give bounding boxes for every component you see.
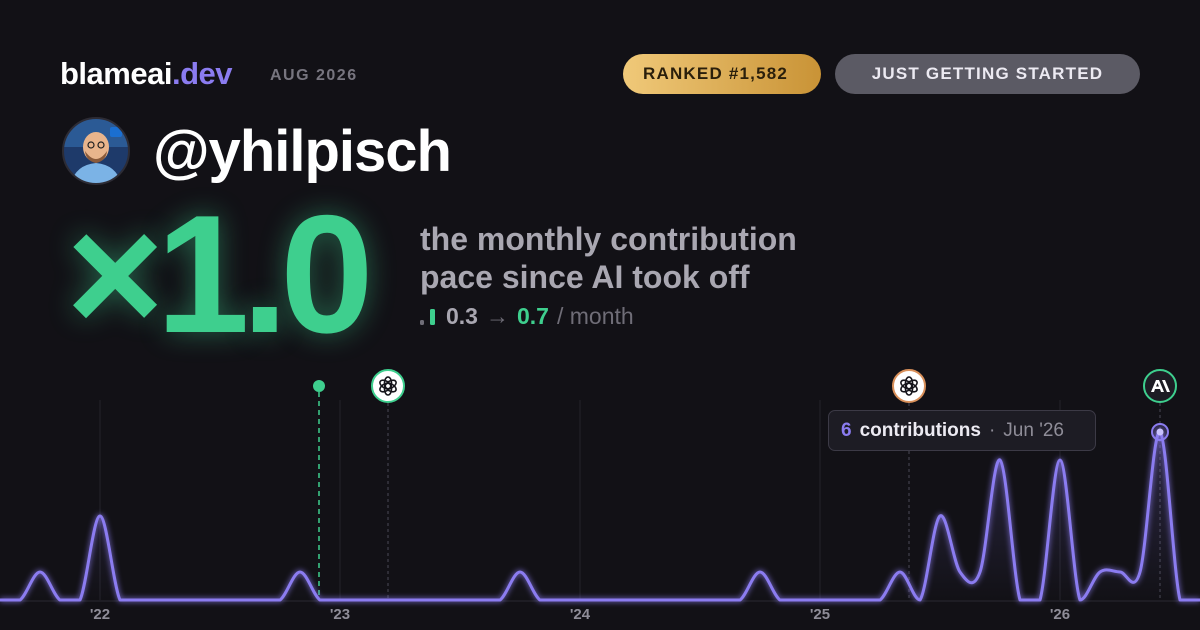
openai-icon <box>892 369 926 403</box>
pace-before: 0.3 <box>446 303 478 329</box>
pace: 0.3 → 0.7 / month <box>420 303 634 330</box>
highlight-dot <box>1156 428 1164 436</box>
event-dot <box>313 380 325 392</box>
pace-icon <box>420 308 435 325</box>
x-tick-label: '26 <box>1050 606 1070 623</box>
line <box>0 430 1200 602</box>
multiplier: ×1.0 <box>66 180 374 368</box>
description-line: the monthly contribution <box>420 221 797 257</box>
description-line: pace since AI took off <box>420 259 750 295</box>
pace-unit: / month <box>556 303 634 329</box>
pace-after: 0.7 <box>516 303 549 329</box>
avatar <box>62 117 130 185</box>
x-tick-label: '22 <box>90 606 110 623</box>
area <box>0 431 1200 600</box>
brand-tld: .dev <box>171 56 233 91</box>
tooltip-separator: · <box>988 419 996 441</box>
brand: blameai.dev <box>60 56 232 92</box>
pace-arrow: → <box>485 303 509 329</box>
status-badge: JUST GETTING STARTED <box>835 54 1140 94</box>
tooltip: 6 contributions · Jun '26 <box>828 410 1096 451</box>
handle: @yhilpisch <box>153 119 452 184</box>
tooltip-label: contributions <box>859 419 981 441</box>
plot: '22 '23 '24 '25 '26 <box>0 400 1200 623</box>
brand-name: blameai <box>60 56 172 91</box>
x-tick-label: '23 <box>330 606 350 623</box>
anthropic-icon <box>1143 369 1177 403</box>
openai-icon <box>371 369 405 403</box>
rank-badge: RANKED #1,582 <box>623 54 821 94</box>
x-tick-label: '24 <box>570 606 591 623</box>
tooltip-count: 6 <box>841 419 852 441</box>
period: AUG 2026 <box>270 67 358 84</box>
description: the monthly contribution pace since AI t… <box>420 220 797 296</box>
tooltip-date: Jun '26 <box>1003 419 1064 441</box>
x-tick-label: '25 <box>810 606 830 623</box>
